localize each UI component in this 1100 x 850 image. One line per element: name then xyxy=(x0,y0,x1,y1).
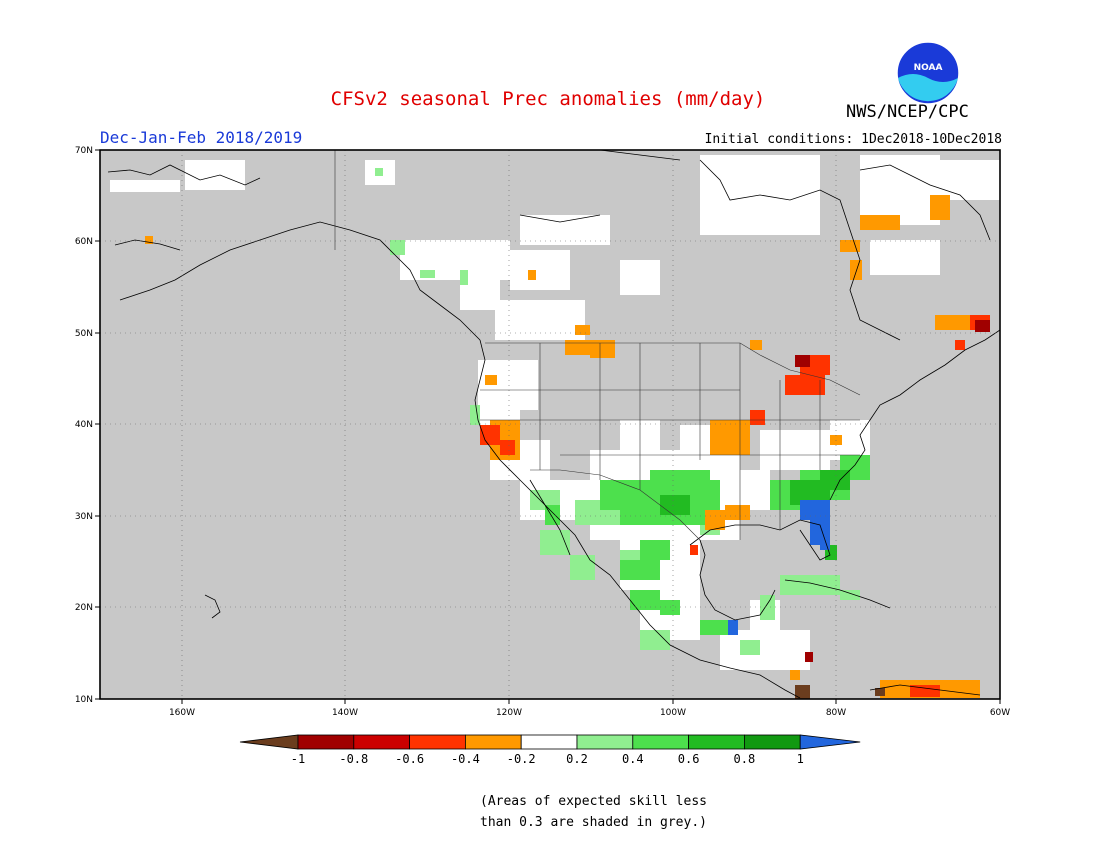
axis-ticks xyxy=(95,149,1001,704)
colorbar-label: -0.6 xyxy=(395,752,424,766)
footnote-line-1: (Areas of expected skill less xyxy=(480,794,707,809)
colorbar-segment xyxy=(688,734,745,750)
lon-tick-label: 100W xyxy=(660,708,686,718)
lat-tick-label: 50N xyxy=(75,329,93,339)
colorbar-label: 0.8 xyxy=(734,752,756,766)
dark-red-areas xyxy=(795,320,990,662)
colorbar-segment xyxy=(632,734,689,750)
initial-conditions-label: Initial conditions: 1Dec2018-10Dec2018 xyxy=(704,132,1002,147)
lon-tick-label: 120W xyxy=(496,708,522,718)
colorbar-segment xyxy=(744,734,801,750)
footnote-line-2: than 0.3 are shaded in grey.) xyxy=(480,815,707,830)
lon-tick-label: 60W xyxy=(990,708,1010,718)
coastlines xyxy=(107,150,1000,699)
noaa-logo-icon: NOAA xyxy=(896,41,960,105)
brown-areas xyxy=(795,685,885,699)
lon-tick-label: 140W xyxy=(332,708,358,718)
blue-areas xyxy=(728,500,830,635)
colorbar-right-arrow xyxy=(799,734,861,750)
lon-tick-label: 80W xyxy=(826,708,846,718)
latitude-labels: 10N 20N 30N 40N 50N 60N 70N xyxy=(75,146,93,705)
lat-tick-label: 10N xyxy=(75,695,93,705)
lat-tick-label: 60N xyxy=(75,237,93,247)
colorbar-label: -0.4 xyxy=(451,752,480,766)
lon-tick-label: 160W xyxy=(169,708,195,718)
colorbar-left-arrow xyxy=(239,734,299,750)
lat-tick-label: 30N xyxy=(75,512,93,522)
chart-title: CFSv2 seasonal Prec anomalies (mm/day) xyxy=(330,88,766,110)
organization-label: NWS/NCEP/CPC xyxy=(846,102,969,122)
colorbar-segment xyxy=(520,734,578,750)
anomaly-fields xyxy=(100,150,1000,699)
colorbar-label: 0.2 xyxy=(566,752,588,766)
lat-tick-label: 70N xyxy=(75,146,93,156)
colorbar-segment xyxy=(576,734,634,750)
colorbar-segment xyxy=(464,734,522,750)
lat-tick-label: 20N xyxy=(75,603,93,613)
political-borders xyxy=(334,150,861,541)
lat-tick-label: 40N xyxy=(75,420,93,430)
colorbar: -1 -0.8 -0.6 -0.4 -0.2 0.2 0.4 0.6 0.8 1 xyxy=(239,734,861,766)
colorbar-label: 0.4 xyxy=(622,752,644,766)
colorbar-label: -1 xyxy=(291,752,305,766)
footnote: (Areas of expected skill less than 0.3 a… xyxy=(480,791,707,833)
season-label: Dec-Jan-Feb 2018/2019 xyxy=(100,128,303,147)
colorbar-label: -0.2 xyxy=(507,752,536,766)
gridlines xyxy=(100,150,1000,699)
longitude-labels: 160W 140W 120W 100W 80W 60W xyxy=(169,708,1010,718)
colorbar-segment xyxy=(297,734,355,750)
logo-text: NOAA xyxy=(914,63,943,73)
colorbar-label: -0.8 xyxy=(339,752,368,766)
colorbar-segment xyxy=(353,734,410,750)
colorbar-label: 0.6 xyxy=(678,752,700,766)
colorbar-segment xyxy=(409,734,466,750)
colorbar-label: 1 xyxy=(797,752,804,766)
